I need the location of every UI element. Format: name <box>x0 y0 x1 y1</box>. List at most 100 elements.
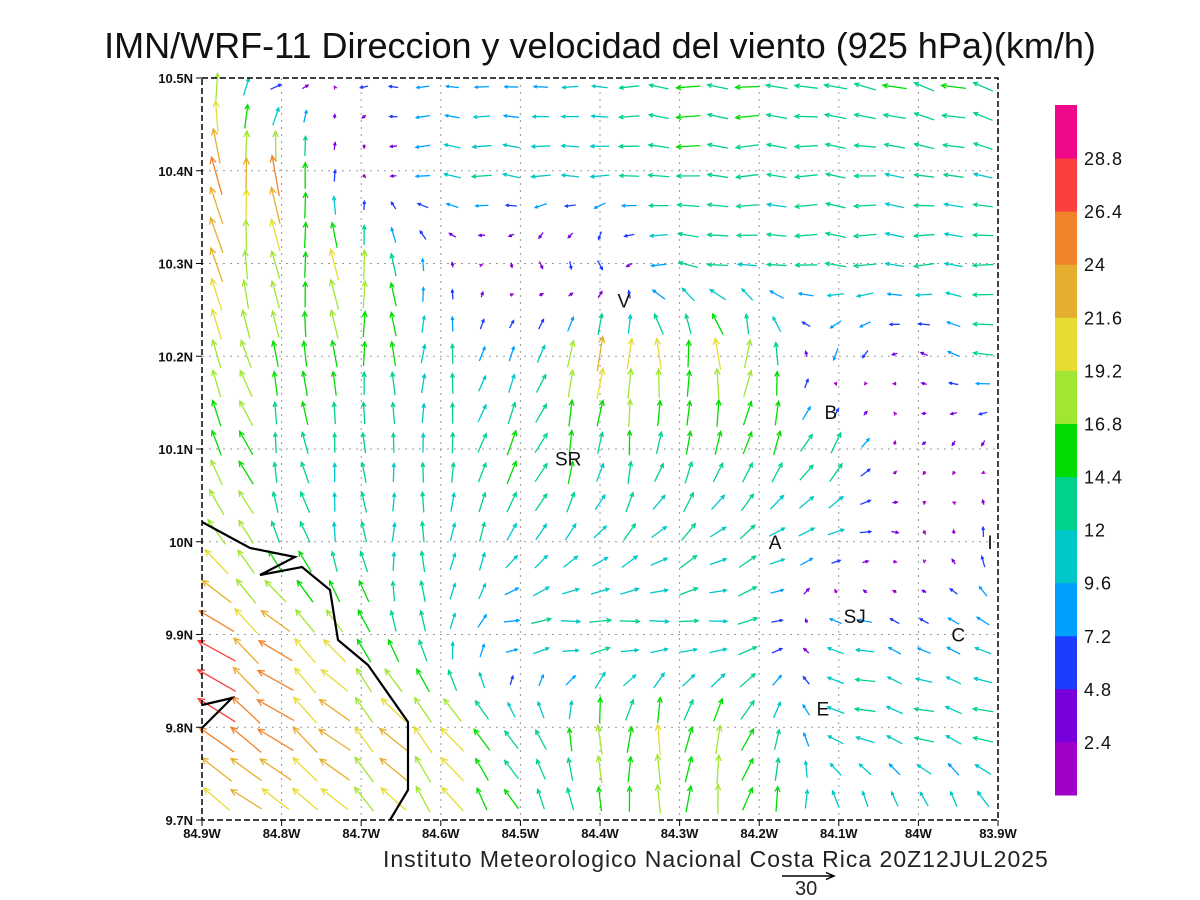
wind-vector <box>535 758 546 780</box>
x-tick-label: 84.8W <box>263 826 301 841</box>
colorbar-label: 4.8 <box>1084 680 1112 700</box>
wind-vector <box>681 673 696 687</box>
wind-vector <box>450 261 455 268</box>
wind-vector <box>626 337 635 370</box>
wind-vector <box>941 142 965 149</box>
wind-vector <box>535 523 548 541</box>
wind-vector <box>533 203 548 209</box>
wind-vector <box>627 367 634 399</box>
wind-vector <box>380 697 407 723</box>
wind-vector <box>318 698 351 722</box>
wind-vector <box>210 338 222 369</box>
wind-vector <box>567 459 575 485</box>
wind-vector <box>501 172 520 179</box>
wind-vector <box>853 82 877 91</box>
wind-vector <box>618 85 640 91</box>
wind-vector <box>478 551 486 571</box>
colorbar-label: 9.6 <box>1084 574 1112 594</box>
wind-vector <box>913 112 935 121</box>
wind-vector <box>390 580 396 602</box>
wind-vector <box>450 288 455 300</box>
wind-vector <box>233 636 259 665</box>
wind-vector <box>238 460 254 485</box>
wind-vector <box>332 491 337 512</box>
wind-vector <box>919 791 929 807</box>
wind-vector <box>298 550 312 573</box>
colorbar-swatch <box>1055 211 1077 265</box>
wind-vector <box>560 173 580 178</box>
wind-vector <box>317 728 351 751</box>
wind-vector <box>419 550 426 573</box>
wind-vector <box>913 172 935 178</box>
wind-vector <box>474 699 490 720</box>
wind-vector <box>331 195 337 215</box>
wind-vector <box>449 372 455 394</box>
wind-vector <box>594 671 606 689</box>
wind-vector <box>562 648 580 653</box>
wind-vector <box>647 113 669 120</box>
wind-vector <box>741 786 754 811</box>
wind-vectors <box>196 71 994 814</box>
wind-vector <box>891 530 900 535</box>
wind-vector <box>738 646 758 656</box>
wind-vector <box>592 556 609 567</box>
x-tick-label: 84.3W <box>661 826 699 841</box>
wind-vector <box>234 607 258 634</box>
wind-vector <box>743 369 753 397</box>
wind-vector <box>534 462 548 483</box>
wind-vector <box>973 646 992 655</box>
wind-vector <box>207 518 226 545</box>
wind-vector <box>734 173 759 180</box>
wind-vector <box>420 490 426 513</box>
wind-vector <box>824 231 846 239</box>
wind-vector <box>678 618 700 624</box>
colorbar-swatch <box>1055 105 1077 159</box>
wind-vector <box>654 723 662 756</box>
wind-vector <box>296 579 314 603</box>
wind-vector <box>270 249 281 279</box>
wind-vector <box>231 695 261 724</box>
wind-vector <box>505 648 519 653</box>
wind-vector <box>356 638 372 663</box>
wind-vector <box>597 231 603 241</box>
wind-vector <box>272 129 280 162</box>
wind-vector <box>270 309 280 338</box>
wind-vector <box>802 647 810 654</box>
wind-vector <box>736 262 757 267</box>
wind-vector <box>734 144 759 150</box>
wind-vector <box>771 618 784 623</box>
wind-vector <box>237 549 255 574</box>
wind-vector <box>912 262 935 269</box>
wind-vector <box>974 381 991 386</box>
wind-vector <box>863 381 868 386</box>
wind-vector <box>419 520 426 543</box>
wind-vector <box>444 84 460 89</box>
wind-vector <box>743 338 753 369</box>
wind-vector <box>709 526 727 538</box>
wind-vector <box>478 582 487 600</box>
wind-vector <box>942 172 964 178</box>
wind-vector <box>230 726 262 753</box>
wind-vector <box>503 84 519 89</box>
wind-vector <box>625 262 633 268</box>
wind-vector <box>834 588 838 594</box>
wind-vector <box>913 706 935 713</box>
wind-vector <box>419 609 427 632</box>
wind-vector <box>981 525 986 537</box>
wind-vector <box>300 370 308 396</box>
wind-vector <box>922 500 927 506</box>
colorbar-label: 16.8 <box>1084 414 1123 434</box>
wind-vector <box>210 429 222 456</box>
wind-vector <box>826 706 845 714</box>
wind-vector <box>648 83 669 90</box>
wind-vector <box>302 221 309 249</box>
wind-vector <box>674 84 701 91</box>
wind-vector <box>685 429 693 455</box>
wind-vector <box>211 399 222 427</box>
wind-vector <box>472 114 491 120</box>
wind-vector <box>742 400 753 426</box>
wind-vector <box>627 289 632 299</box>
wind-vector <box>676 202 700 208</box>
wind-vector <box>328 579 341 603</box>
wind-vector <box>389 252 397 277</box>
